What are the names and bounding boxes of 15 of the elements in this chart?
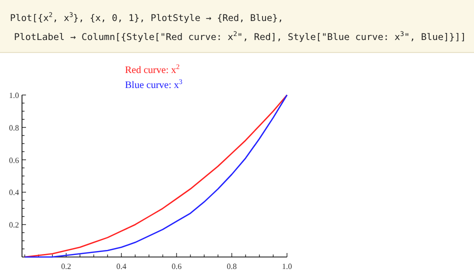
x-tick-label: 0.8 [226, 262, 237, 271]
x-tick-label: 0.4 [116, 262, 126, 271]
y-tick-label: 0.4 [9, 188, 19, 198]
x-tick-label: 0.6 [172, 262, 182, 271]
chart-title: Red curve: x$^{2}$ [125, 63, 180, 76]
chart-subtitle: Blue curve: x$^{3}$ [125, 78, 183, 91]
text: PlotLabel → Column[{Style["Red curve: x$^{2}$", Red], Style["Blue curve: x$^{3}$", Blue]}]] [14, 30, 466, 43]
x-tick-label: 1.0 [282, 262, 292, 271]
y-tick-label: 0.2 [9, 220, 19, 230]
text: Plot[{x$^{2}$, x$^{3}$}, {x, 0, 1}, PlotStyle → {Red, Blue}, [10, 11, 284, 24]
y-tick-label: 1.0 [9, 91, 19, 100]
y-tick-label: 0.8 [9, 123, 19, 132]
x-tick-label: 0.2 [61, 262, 72, 271]
y-tick-label: 0.6 [9, 156, 19, 165]
line-series [24, 94, 288, 258]
